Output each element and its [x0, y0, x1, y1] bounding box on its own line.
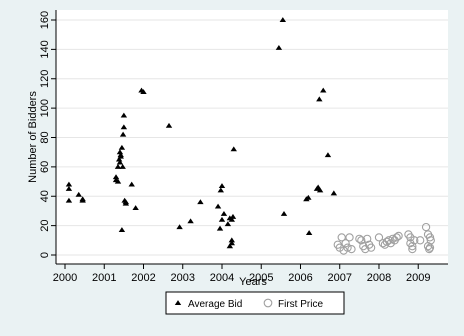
x-tick-label: 2002 [131, 272, 155, 284]
average-bid-point [122, 199, 130, 205]
average-bid-point [275, 45, 283, 50]
average-bid-point [216, 225, 224, 231]
average-bid-point [119, 131, 127, 137]
first-price-point [408, 244, 417, 254]
first-price-point [343, 243, 352, 252]
x-tick-label: 2008 [367, 272, 391, 284]
first-price-point [392, 233, 401, 242]
average-bid-point [279, 17, 287, 23]
first-price-point [357, 236, 366, 245]
first-price-point [426, 236, 435, 245]
y-tick-label: 40 [39, 190, 51, 202]
x-tick-label: 2001 [92, 272, 116, 284]
average-bid-point [280, 210, 288, 216]
x-tick-label: 2004 [210, 272, 234, 284]
average-bid-point [228, 237, 236, 243]
average-bid-point [220, 210, 228, 216]
y-axis-title: Number of Bidders [27, 91, 39, 183]
average-bid-point [305, 230, 313, 235]
average-bid-point [65, 181, 73, 187]
y-tick-label: 100 [39, 99, 51, 117]
average-bid-point [116, 149, 124, 155]
average-bid-point [75, 191, 82, 197]
x-tick-label: 2009 [406, 272, 430, 284]
average-bid-point [316, 187, 324, 193]
average-bid-point [114, 178, 122, 184]
average-bid-point [65, 197, 73, 203]
y-tick-label: 20 [39, 220, 51, 232]
y-tick-label: 80 [39, 131, 51, 143]
average-bid-point [320, 87, 327, 93]
average-bid-point [79, 197, 86, 203]
first-price-point [394, 231, 403, 241]
average-bid-point [226, 243, 234, 249]
average-bid-point [165, 122, 173, 128]
first-price-point [337, 233, 346, 242]
average-bid-point [118, 144, 126, 150]
first-price-point [347, 244, 356, 254]
first-price-point [416, 236, 425, 245]
average-bid-point [128, 181, 135, 187]
y-tick-label: 160 [39, 11, 51, 29]
legend-box [165, 291, 345, 315]
average-bid-point [120, 124, 128, 130]
average-bid-point [305, 194, 312, 200]
average-bid-point [197, 199, 204, 205]
average-bid-point [229, 213, 237, 219]
average-bid-point [316, 96, 323, 102]
legend-average-bid-marker [174, 300, 182, 306]
average-bid-point [218, 216, 226, 222]
x-axis-title: Years [239, 276, 267, 288]
legend-average-bid-label: Average Bid [188, 299, 242, 310]
average-bid-point [324, 152, 332, 158]
average-bid-point [115, 156, 123, 162]
x-tick-label: 2007 [327, 272, 351, 284]
first-price-point [355, 234, 364, 243]
average-bid-point [330, 190, 338, 196]
average-bid-point [114, 163, 122, 169]
average-bid-point [187, 218, 194, 224]
x-tick-label: 2005 [249, 272, 273, 284]
average-bid-point [132, 205, 139, 211]
y-tick-label: 60 [39, 161, 51, 173]
average-bid-point [224, 221, 232, 227]
y-tick-label: 120 [39, 70, 51, 88]
average-bid-point [140, 89, 147, 94]
average-bid-point [120, 112, 128, 118]
y-tick-label: 0 [39, 252, 51, 258]
x-tick-label: 2006 [288, 272, 312, 284]
average-bid-point [214, 203, 222, 209]
average-bid-point [117, 152, 124, 158]
average-bid-point [228, 240, 236, 246]
average-bid-point [118, 227, 126, 233]
first-price-point [408, 242, 417, 251]
first-price-point [341, 239, 350, 248]
average-bid-point [176, 224, 183, 230]
first-price-point [374, 233, 384, 242]
x-tick-label: 2000 [53, 272, 77, 284]
first-price-point [366, 243, 376, 252]
first-price-point [345, 233, 354, 242]
first-price-point [410, 236, 419, 245]
legend-first-price-marker [263, 298, 273, 308]
average-bid-point [119, 163, 126, 169]
first-price-point [421, 222, 431, 232]
average-bid-point [218, 183, 226, 188]
average-bid-point [65, 186, 73, 191]
legend-first-price-label: First Price [278, 299, 323, 310]
x-tick-label: 2003 [170, 272, 194, 284]
y-tick-label: 140 [39, 40, 51, 58]
average-bid-point [217, 187, 225, 193]
first-price-point [363, 234, 372, 243]
average-bid-point [228, 216, 236, 222]
average-bid-point [230, 146, 237, 152]
average-bid-point [112, 174, 120, 180]
average-bid-point [116, 159, 124, 165]
